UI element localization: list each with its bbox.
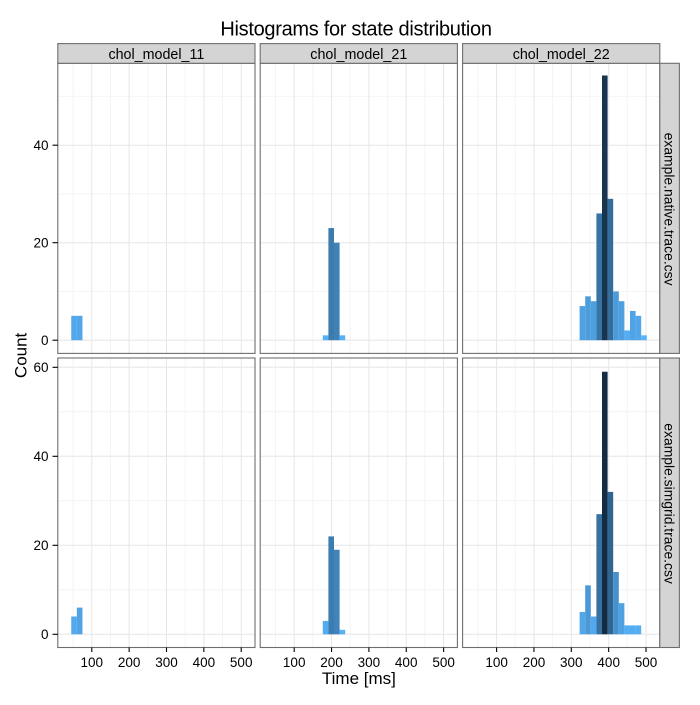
svg-text:400: 400: [193, 655, 216, 670]
svg-text:200: 200: [320, 655, 343, 670]
svg-text:300: 300: [358, 655, 381, 670]
svg-text:0: 0: [41, 627, 49, 642]
svg-text:chol_model_11: chol_model_11: [108, 47, 204, 63]
svg-text:example.native.trace.csv: example.native.trace.csv: [662, 133, 678, 286]
svg-text:200: 200: [118, 655, 141, 670]
svg-text:100: 100: [81, 655, 104, 670]
svg-text:Time [ms]: Time [ms]: [322, 669, 396, 688]
svg-text:chol_model_22: chol_model_22: [513, 47, 610, 63]
svg-text:400: 400: [395, 655, 418, 670]
svg-text:100: 100: [485, 655, 508, 670]
svg-text:0: 0: [41, 333, 49, 348]
svg-text:400: 400: [597, 655, 620, 670]
svg-text:Count: Count: [12, 332, 31, 378]
svg-text:Histograms for state distribut: Histograms for state distribution: [220, 19, 491, 41]
svg-text:example.simgrid.trace.csv: example.simgrid.trace.csv: [662, 423, 678, 584]
svg-text:chol_model_21: chol_model_21: [310, 47, 407, 63]
svg-text:60: 60: [33, 360, 48, 375]
svg-text:100: 100: [283, 655, 306, 670]
svg-text:200: 200: [523, 655, 546, 670]
svg-text:500: 500: [635, 655, 658, 670]
svg-text:20: 20: [33, 236, 48, 251]
svg-text:40: 40: [33, 138, 48, 153]
svg-text:20: 20: [33, 538, 48, 553]
svg-text:500: 500: [230, 655, 253, 670]
svg-text:40: 40: [33, 449, 48, 464]
svg-text:500: 500: [432, 655, 455, 670]
svg-text:300: 300: [560, 655, 583, 670]
svg-text:300: 300: [155, 655, 178, 670]
